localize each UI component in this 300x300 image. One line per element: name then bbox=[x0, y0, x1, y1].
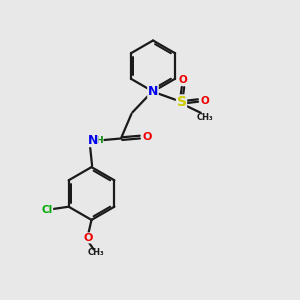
Text: H: H bbox=[95, 136, 103, 145]
Text: CH₃: CH₃ bbox=[88, 248, 104, 257]
Text: O: O bbox=[142, 132, 152, 142]
Text: Cl: Cl bbox=[41, 205, 53, 215]
Text: N: N bbox=[88, 134, 98, 147]
Text: N: N bbox=[148, 85, 158, 98]
Text: O: O bbox=[83, 233, 93, 243]
Text: O: O bbox=[200, 95, 209, 106]
Text: CH₃: CH₃ bbox=[196, 113, 213, 122]
Text: S: S bbox=[176, 95, 187, 109]
Text: O: O bbox=[178, 75, 188, 85]
